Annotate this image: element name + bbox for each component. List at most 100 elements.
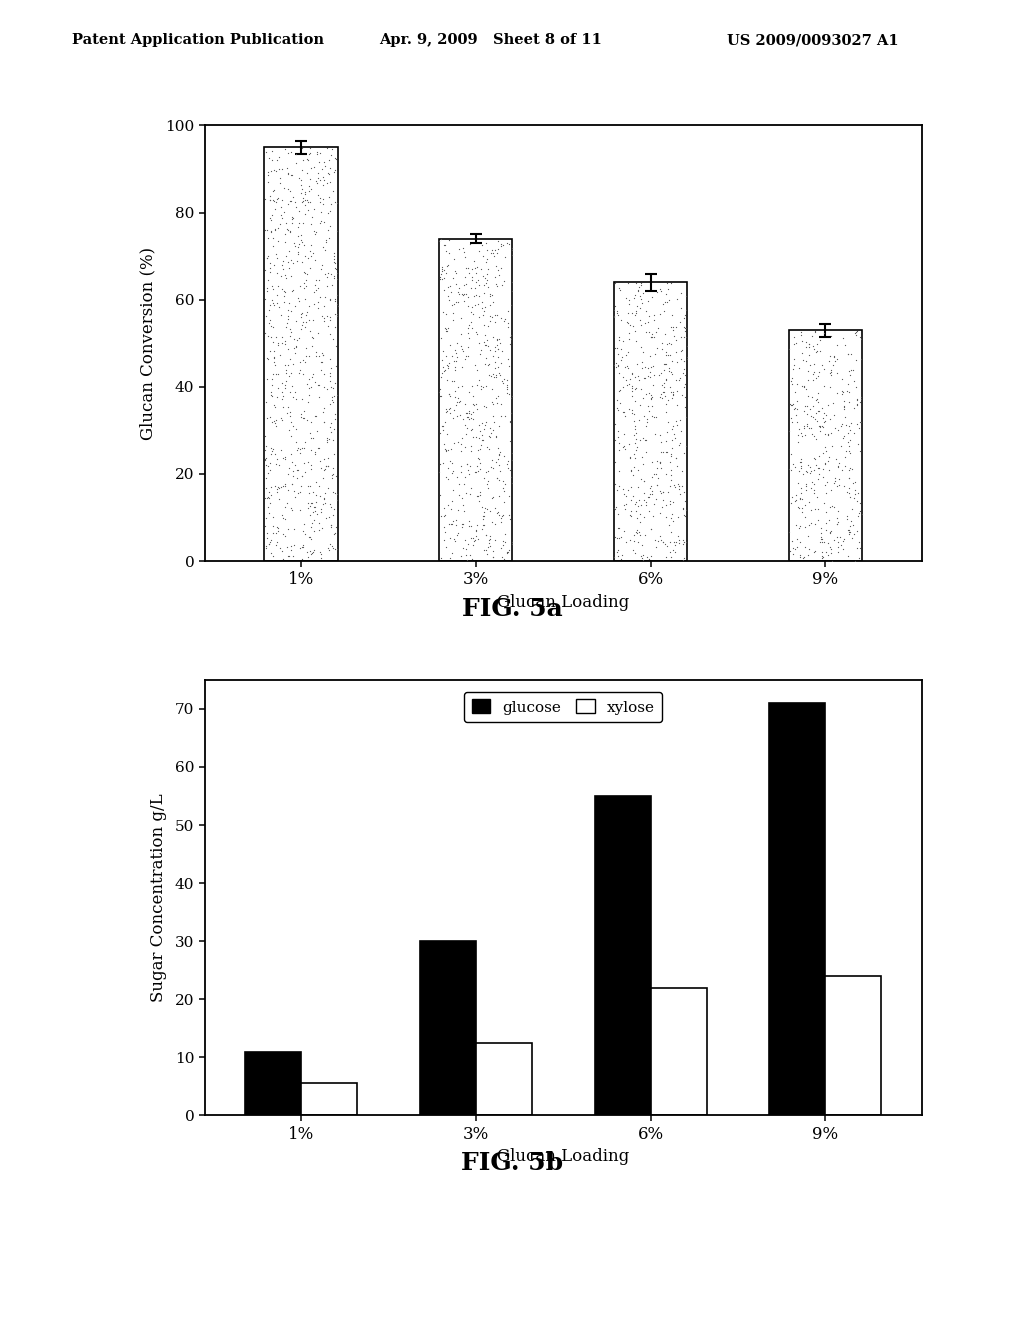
- Point: [458, 273, 474, 294]
- Point: [292, 352, 308, 374]
- Point: [466, 395, 482, 416]
- Point: [836, 397, 852, 418]
- Point: [489, 503, 506, 524]
- Point: [842, 487, 858, 508]
- Point: [814, 416, 830, 437]
- Point: [854, 504, 870, 525]
- Point: [443, 513, 460, 535]
- Point: [666, 424, 682, 445]
- Point: [500, 450, 516, 471]
- Point: [280, 308, 296, 329]
- Point: [803, 461, 819, 482]
- Point: [648, 463, 665, 484]
- Point: [622, 446, 638, 467]
- Point: [606, 306, 623, 327]
- Point: [611, 392, 628, 413]
- Point: [296, 261, 312, 282]
- Point: [449, 405, 465, 426]
- Point: [436, 504, 453, 525]
- Point: [814, 528, 830, 549]
- Point: [636, 368, 652, 389]
- Point: [811, 458, 827, 479]
- Point: [649, 475, 666, 496]
- Point: [442, 281, 459, 302]
- Point: [324, 465, 340, 486]
- Point: [644, 405, 660, 426]
- Point: [671, 370, 687, 391]
- Point: [807, 513, 823, 535]
- Point: [630, 495, 646, 516]
- Point: [609, 338, 626, 359]
- Point: [851, 548, 867, 569]
- Point: [486, 240, 503, 261]
- Point: [312, 502, 329, 523]
- Point: [327, 304, 343, 325]
- Point: [634, 358, 650, 379]
- Point: [487, 364, 504, 385]
- Point: [263, 326, 280, 347]
- Point: [482, 285, 499, 306]
- Point: [440, 384, 457, 405]
- Point: [850, 531, 866, 552]
- Point: [329, 384, 345, 405]
- Point: [652, 279, 669, 300]
- Point: [451, 392, 467, 413]
- Point: [461, 327, 477, 348]
- Point: [852, 492, 868, 513]
- Point: [474, 425, 490, 446]
- Point: [291, 232, 307, 253]
- Point: [669, 455, 685, 477]
- Point: [329, 484, 345, 506]
- Point: [257, 449, 273, 470]
- Point: [273, 388, 290, 409]
- Point: [315, 211, 332, 232]
- Point: [643, 477, 659, 498]
- Point: [828, 363, 845, 384]
- Point: [449, 292, 465, 313]
- Point: [677, 321, 693, 342]
- Point: [651, 451, 668, 473]
- Point: [306, 281, 323, 302]
- Point: [844, 527, 860, 548]
- Point: [455, 537, 471, 558]
- Point: [480, 354, 497, 375]
- Point: [276, 139, 293, 160]
- Point: [497, 474, 513, 495]
- Point: [496, 480, 512, 502]
- Point: [476, 395, 493, 416]
- Point: [633, 545, 649, 566]
- Point: [325, 181, 341, 202]
- Point: [647, 343, 664, 364]
- Point: [504, 244, 520, 265]
- Point: [280, 354, 296, 375]
- Point: [461, 463, 477, 484]
- Point: [315, 345, 332, 366]
- Point: [296, 408, 312, 429]
- Point: [449, 333, 465, 354]
- Point: [438, 399, 455, 420]
- Point: [841, 519, 857, 540]
- Point: [641, 548, 657, 569]
- Point: [261, 533, 278, 554]
- Point: [283, 190, 299, 211]
- Point: [483, 391, 500, 412]
- Point: [816, 454, 833, 475]
- Point: [264, 515, 281, 536]
- Point: [443, 463, 460, 484]
- Point: [259, 246, 275, 267]
- Point: [476, 335, 493, 356]
- Point: [481, 364, 498, 385]
- Point: [650, 467, 667, 488]
- Point: [440, 352, 457, 374]
- Point: [442, 438, 459, 459]
- Point: [804, 424, 820, 445]
- Point: [823, 521, 840, 543]
- Text: FIG. 5a: FIG. 5a: [462, 597, 562, 620]
- Point: [479, 436, 496, 457]
- Point: [802, 457, 818, 478]
- Point: [263, 209, 280, 230]
- Point: [315, 166, 332, 187]
- Point: [301, 378, 317, 399]
- Point: [495, 370, 511, 391]
- Point: [810, 401, 826, 422]
